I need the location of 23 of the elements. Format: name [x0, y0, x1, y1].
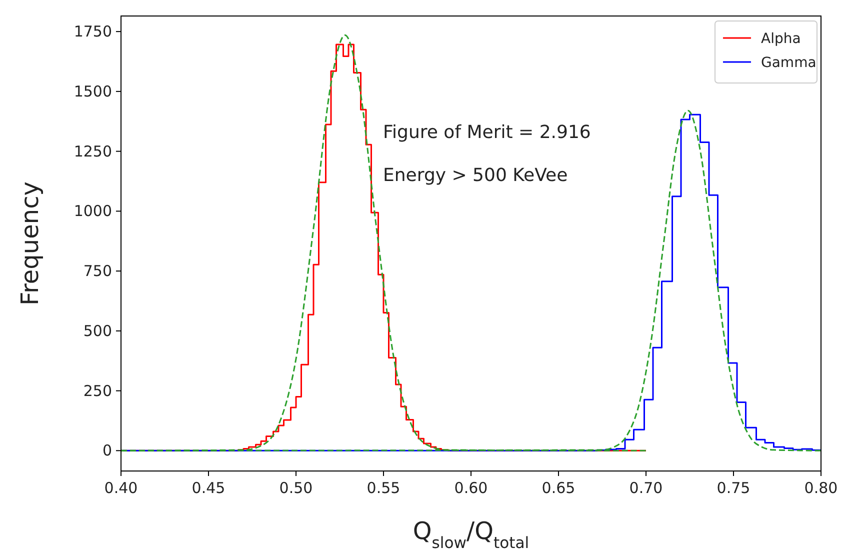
- y-tick-label: 500: [83, 322, 112, 340]
- annotation: Energy > 500 KeVee: [383, 165, 568, 186]
- legend-label: Gamma: [761, 55, 816, 71]
- y-tick-label: 0: [102, 442, 112, 460]
- y-tick-label: 1750: [74, 22, 112, 41]
- x-axis-title: Q$_{slow}$/Q$_{total}$: [412, 517, 530, 551]
- x-tick-label: 0.65: [542, 479, 576, 497]
- y-tick-label: 250: [83, 382, 112, 400]
- y-tick-label: 750: [83, 262, 112, 280]
- y-tick-label: 1000: [74, 202, 112, 220]
- x-tick-label: 0.50: [279, 479, 313, 497]
- x-tick-label: 0.60: [454, 479, 488, 497]
- x-tick-label: 0.75: [716, 479, 750, 497]
- legend-label: Alpha: [761, 31, 801, 47]
- x-tick-label: 0.40: [104, 479, 138, 497]
- y-axis-title: Frequency: [16, 182, 44, 306]
- x-tick-label: 0.45: [192, 479, 226, 497]
- annotation: Figure of Merit = 2.916: [383, 122, 591, 143]
- y-tick-label: 1250: [74, 142, 112, 160]
- x-tick-label: 0.70: [629, 479, 663, 497]
- y-tick-label: 1500: [74, 82, 112, 100]
- x-tick-label: 0.55: [366, 479, 400, 497]
- x-tick-label: 0.80: [804, 479, 838, 497]
